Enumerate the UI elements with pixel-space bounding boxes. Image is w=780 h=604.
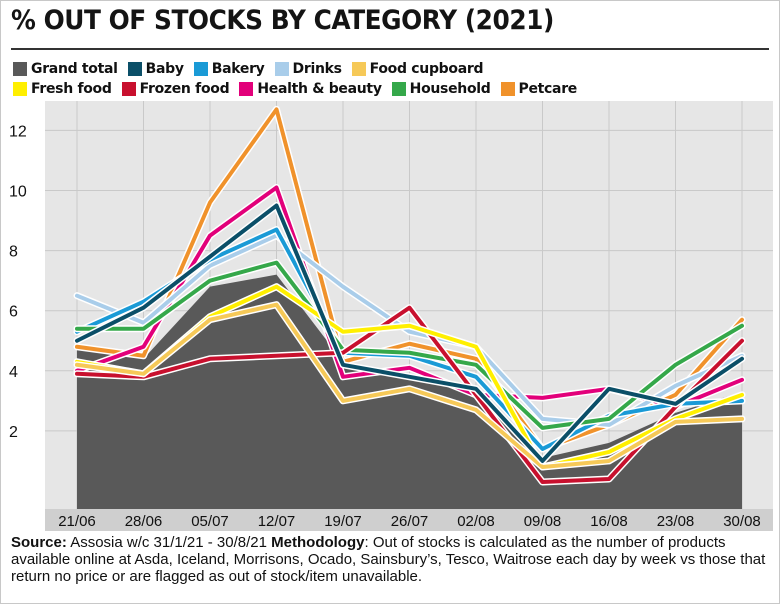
x-tick-label: 02/08 bbox=[457, 513, 495, 530]
legend-swatch bbox=[239, 82, 254, 96]
chart-title: % OUT OF STOCKS BY CATEGORY (2021) bbox=[11, 5, 554, 36]
legend-swatch bbox=[274, 62, 289, 76]
legend-swatch bbox=[391, 82, 406, 96]
chart-legend: Grand total Baby Bakery Drinks Food cupboard… bbox=[13, 59, 633, 99]
chart-footer: Source: Assosia w/c 31/1/21 - 30/8/21 Me… bbox=[11, 534, 771, 585]
y-tick-label: 6 bbox=[9, 304, 18, 321]
legend-item-petcare: Petcare bbox=[500, 81, 578, 97]
title-divider bbox=[11, 48, 769, 50]
legend-item-drinks: Drinks bbox=[274, 61, 342, 77]
legend-item-grand-total: Grand total bbox=[13, 61, 118, 77]
legend-item-fresh-food: Fresh food bbox=[13, 81, 112, 97]
legend-swatch bbox=[500, 82, 515, 96]
y-tick-label: 4 bbox=[9, 364, 18, 381]
legend-swatch bbox=[13, 62, 27, 76]
methodology-label: Methodology bbox=[271, 534, 365, 551]
y-tick-label: 8 bbox=[9, 244, 18, 261]
legend-label: Baby bbox=[145, 61, 184, 77]
legend-item-bakery: Bakery bbox=[193, 61, 265, 77]
methodology-text: : Out of stocks is calculated as the num… bbox=[11, 534, 766, 585]
legend-label: Health & beauty bbox=[257, 81, 382, 97]
legend-item-baby: Baby bbox=[127, 61, 184, 77]
x-tick-label: 09/08 bbox=[524, 513, 562, 530]
legend-label: Food cupboard bbox=[369, 61, 484, 77]
source-text: Assosia w/c 31/1/21 - 30/8/21 bbox=[66, 534, 272, 551]
y-tick-label: 12 bbox=[9, 123, 27, 140]
series-line-food-cupboard bbox=[75, 302, 744, 469]
series-line-frozen-food bbox=[75, 305, 744, 484]
series-line-household bbox=[75, 260, 744, 430]
legend-swatch bbox=[127, 62, 142, 76]
legend-item-household: Household bbox=[391, 81, 491, 97]
legend-row: Fresh food Frozen food Health & beauty Hous… bbox=[13, 79, 633, 99]
legend-swatch bbox=[13, 82, 27, 96]
x-tick-label: 21/06 bbox=[58, 513, 96, 530]
x-tick-label: 12/07 bbox=[258, 513, 296, 530]
legend-label: Frozen food bbox=[139, 81, 230, 97]
x-tick-label: 19/07 bbox=[324, 513, 362, 530]
legend-item-health-and-beauty: Health & beauty bbox=[239, 81, 382, 97]
x-tick-label: 28/06 bbox=[125, 513, 163, 530]
y-tick-label: 2 bbox=[9, 424, 18, 441]
legend-item-food-cupboard: Food cupboard bbox=[351, 61, 484, 77]
x-axis-band bbox=[45, 509, 773, 531]
legend-label: Fresh food bbox=[31, 81, 112, 97]
series-line-baby bbox=[75, 203, 744, 463]
legend-swatch bbox=[121, 82, 136, 96]
legend-swatch bbox=[351, 62, 366, 76]
x-tick-label: 30/08 bbox=[723, 513, 761, 530]
legend-item-frozen-food: Frozen food bbox=[121, 81, 230, 97]
y-tick-label: 10 bbox=[9, 184, 27, 201]
legend-label: Petcare bbox=[518, 81, 578, 97]
legend-label: Bakery bbox=[211, 61, 265, 77]
legend-label: Household bbox=[409, 81, 491, 97]
legend-label: Drinks bbox=[292, 61, 342, 77]
line-chart: 2 4 6 8 10 12 21/06 28/06 05/07 12/07 19/07 26/07 02… bbox=[9, 101, 773, 531]
x-tick-label: 05/07 bbox=[191, 513, 229, 530]
legend-label: Grand total bbox=[31, 61, 118, 77]
x-tick-label: 26/07 bbox=[391, 513, 429, 530]
source-label: Source: bbox=[11, 534, 67, 551]
legend-row: Grand total Baby Bakery Drinks Food cupboard bbox=[13, 59, 633, 79]
x-tick-label: 23/08 bbox=[657, 513, 695, 530]
legend-swatch bbox=[193, 62, 208, 76]
x-tick-label: 16/08 bbox=[590, 513, 628, 530]
